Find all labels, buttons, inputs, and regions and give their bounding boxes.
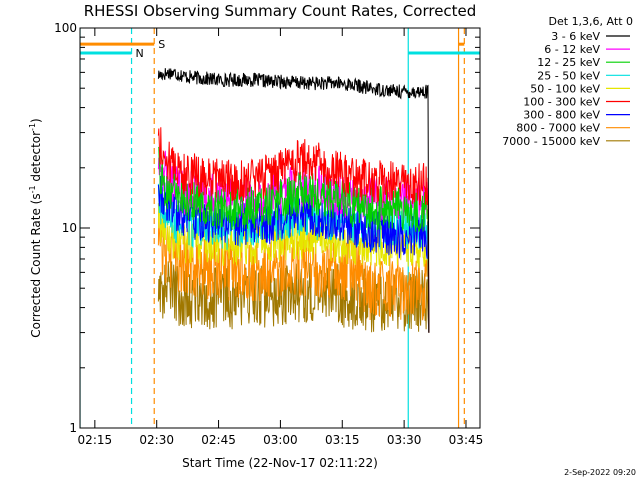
- y-axis-label-part3: ): [29, 118, 43, 123]
- x-axis: 02:15 02:30 02:45 03:00 03:15 03:30 03:45: [78, 28, 484, 447]
- flag-label-2: S: [158, 38, 165, 51]
- x-tick-label-1: 02:30: [139, 433, 174, 447]
- chart-title: RHESSI Observing Summary Count Rates, Co…: [84, 2, 477, 20]
- series-line-0: [157, 68, 430, 333]
- y-axis-label: Corrected Count Rate (s-1 detector-1): [28, 118, 43, 337]
- legend-label-3: 25 - 50 keV: [537, 69, 600, 82]
- x-tick-label-0: 02:15: [78, 433, 113, 447]
- flag-label-0: N: [136, 47, 144, 60]
- y-axis: 1 10 100: [54, 21, 480, 435]
- y-tick-label-0: 1: [69, 421, 77, 435]
- legend-label-0: 3 - 6 keV: [551, 30, 600, 43]
- legend-label-1: 6 - 12 keV: [544, 43, 600, 56]
- legend-label-5: 100 - 300 keV: [523, 96, 600, 109]
- x-axis-label: Start Time (22-Nov-17 02:11:22): [182, 456, 378, 470]
- legend-label-7: 800 - 7000 keV: [516, 122, 600, 135]
- x-tick-label-2: 02:45: [201, 433, 236, 447]
- x-tick-label-4: 03:15: [325, 433, 360, 447]
- y-tick-label-1: 10: [62, 221, 77, 235]
- series-line-2: [158, 146, 430, 333]
- y-tick-label-2: 100: [54, 21, 77, 35]
- legend-label-4: 50 - 100 keV: [530, 82, 600, 95]
- x-tick-label-6: 03:45: [449, 433, 484, 447]
- legend-title: Det 1,3,6, Att 0: [549, 15, 633, 28]
- y-axis-label-sup2: -1: [28, 123, 37, 131]
- series-line-5: [157, 127, 430, 333]
- series-line-6: [157, 174, 430, 333]
- legend-label-6: 300 - 800 keV: [523, 109, 600, 122]
- y-axis-label-part1: Corrected Count Rate (s: [29, 193, 43, 337]
- x-tick-label-3: 03:00: [263, 433, 298, 447]
- y-axis-label-sup1: -1: [28, 185, 37, 193]
- generation-timestamp: 2-Sep-2022 09:20: [564, 468, 636, 477]
- plot-area: NS: [80, 28, 480, 428]
- legend-label-2: 12 - 25 keV: [537, 56, 600, 69]
- legend-label-8: 7000 - 15000 keV: [502, 135, 600, 148]
- x-tick-label-5: 03:30: [387, 433, 422, 447]
- y-axis-label-part2: detector: [29, 131, 43, 186]
